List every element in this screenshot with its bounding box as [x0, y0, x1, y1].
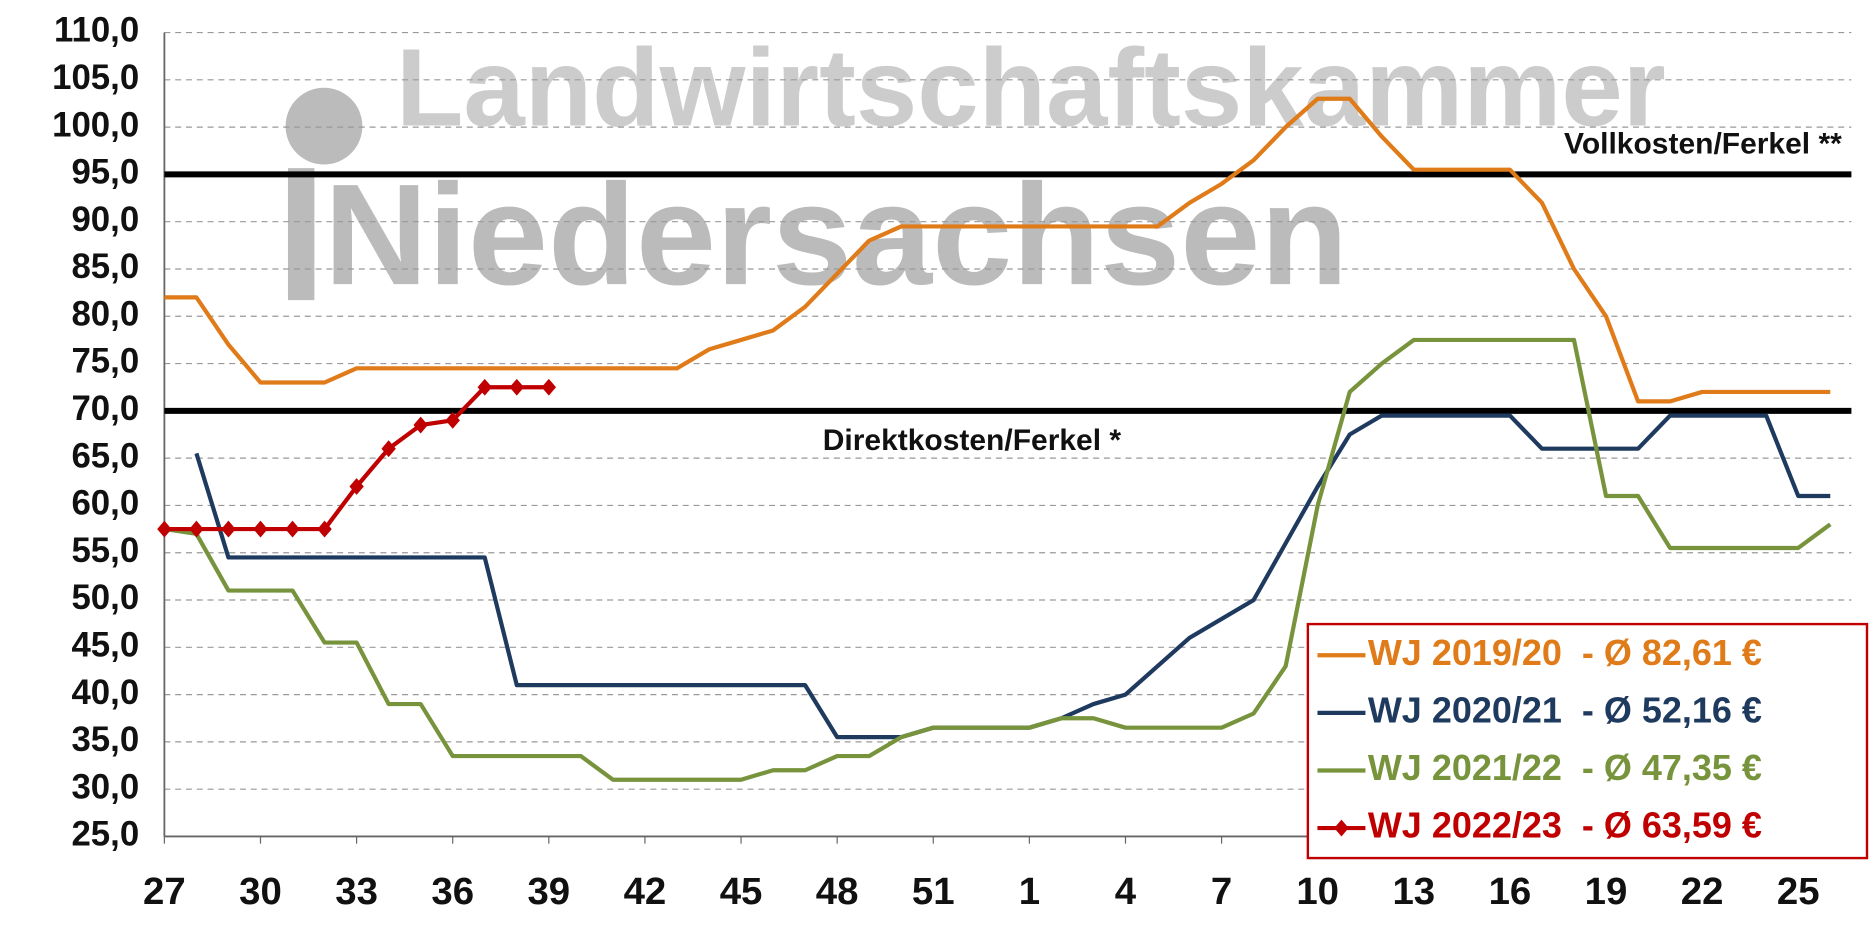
legend-box [1306, 622, 1869, 860]
y-tick-label: 50,0 [71, 579, 139, 617]
y-tick-label: 60,0 [71, 485, 139, 523]
x-tick-label: 27 [143, 870, 186, 913]
y-tick-label: 100,0 [52, 106, 139, 144]
y-tick-label: 70,0 [71, 390, 139, 428]
legend-label: WJ 2019/20 - Ø 82,61 € [1368, 632, 1762, 673]
x-tick-label: 7 [1211, 870, 1232, 913]
y-tick-label: 35,0 [71, 721, 139, 759]
x-tick-label: 30 [239, 870, 282, 913]
y-tick-label: 30,0 [71, 768, 139, 806]
x-tick-label: 25 [1777, 870, 1820, 913]
x-tick-label: 19 [1585, 870, 1628, 913]
y-tick-label: 65,0 [71, 437, 139, 475]
legend-label: WJ 2022/23 - Ø 63,59 € [1368, 805, 1762, 846]
y-tick-label: 85,0 [71, 248, 139, 286]
marker [477, 378, 492, 396]
marker [509, 378, 524, 396]
marker [157, 520, 172, 538]
legend-label: WJ 2020/21 - Ø 52,16 € [1368, 689, 1762, 730]
x-tick-label: 39 [527, 870, 570, 913]
watermark: Niedersachsen [324, 154, 1348, 315]
y-tick-label: 110,0 [54, 12, 139, 50]
watermark-bar [287, 168, 315, 301]
x-tick-label: 48 [816, 870, 859, 913]
series-line [164, 96, 1831, 404]
marker [413, 416, 428, 434]
watermark: Landwirtschaftskammer [396, 26, 1666, 149]
legend-label: WJ 2021/22 - Ø 47,35 € [1368, 747, 1762, 788]
x-tick-label: 33 [335, 870, 378, 913]
y-tick-label: 40,0 [71, 674, 139, 712]
y-tick-label: 75,0 [71, 343, 139, 381]
x-tick-label: 36 [431, 870, 474, 913]
x-tick-label: 22 [1681, 870, 1724, 913]
marker [285, 520, 300, 538]
x-tick-label: 4 [1115, 870, 1137, 913]
x-tick-label: 16 [1489, 870, 1532, 913]
watermark-logo [285, 87, 363, 165]
marker [541, 378, 557, 396]
y-tick-label: 25,0 [71, 816, 139, 854]
x-tick-label: 1 [1019, 870, 1040, 913]
marker [221, 520, 236, 538]
x-tick-label: 13 [1392, 870, 1435, 913]
x-tick-label: 51 [912, 870, 955, 913]
reference-label: Vollkosten/Ferkel ** [1564, 128, 1842, 161]
y-tick-label: 105,0 [52, 59, 139, 97]
marker [253, 520, 268, 538]
y-tick-label: 90,0 [71, 201, 139, 239]
y-tick-label: 45,0 [71, 626, 139, 664]
series-line [164, 337, 1832, 782]
y-tick-label: 80,0 [71, 295, 139, 333]
x-tick-label: 10 [1296, 870, 1339, 913]
marker [349, 478, 364, 495]
x-tick-label: 42 [624, 870, 667, 913]
x-tick-label: 45 [720, 870, 763, 913]
y-tick-label: 55,0 [71, 532, 139, 570]
reference-label: Direktkosten/Ferkel * [823, 424, 1122, 457]
y-tick-label: 95,0 [71, 154, 139, 192]
